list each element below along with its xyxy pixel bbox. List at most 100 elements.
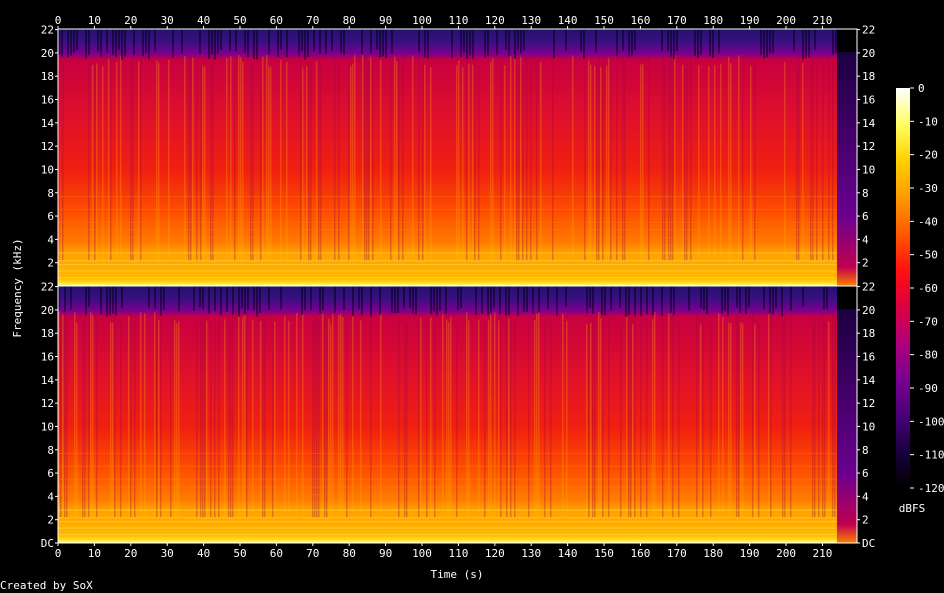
cutoff-band xyxy=(58,29,837,60)
x-tick-label-bottom: 100 xyxy=(412,547,432,560)
y-tick-label-right: DC xyxy=(862,537,875,550)
y-tick-label-right: 16 xyxy=(862,94,875,107)
y-tick-label-right: 12 xyxy=(862,397,875,410)
x-tick-label-bottom: 140 xyxy=(558,547,578,560)
x-tick-label-bottom: 120 xyxy=(485,547,505,560)
y-tick-label-left: 14 xyxy=(41,117,55,130)
y-tick-label-left: 10 xyxy=(41,420,54,433)
colorbar-tick-label: -60 xyxy=(918,282,938,295)
colorbar-label: dBFS xyxy=(899,502,926,515)
y-tick-label-left: 22 xyxy=(41,24,54,37)
colorbar-tick-label: -120 xyxy=(918,482,944,495)
x-tick-label-bottom: 30 xyxy=(161,547,174,560)
x-tick-label-bottom: 180 xyxy=(703,547,723,560)
y-tick-label-right: 16 xyxy=(862,351,875,364)
y-tick-label-left: 2 xyxy=(47,514,54,527)
cutoff-band xyxy=(58,286,828,317)
x-tick-label-bottom: 0 xyxy=(55,547,62,560)
x-tick-label-bottom: 160 xyxy=(630,547,650,560)
x-axis-label: Time (s) xyxy=(431,568,484,581)
y-tick-label-right: 4 xyxy=(862,233,869,246)
x-tick-label-top: 80 xyxy=(343,14,356,27)
x-tick-label-top: 110 xyxy=(448,14,468,27)
x-tick-label-top: 20 xyxy=(124,14,137,27)
y-tick-label-right: 6 xyxy=(862,210,869,223)
y-tick-label-right: 18 xyxy=(862,70,875,83)
x-tick-label-bottom: 70 xyxy=(306,547,319,560)
y-tick-label-left: 14 xyxy=(41,374,55,387)
y-tick-label-left: 12 xyxy=(41,397,54,410)
y-tick-label-right: 2 xyxy=(862,257,869,270)
tail-fade xyxy=(836,52,857,286)
spectrum-fill xyxy=(58,286,837,543)
x-tick-label-top: 120 xyxy=(485,14,505,27)
y-axis-label: Frequency (kHz) xyxy=(11,238,24,337)
x-tick-label-top: 180 xyxy=(703,14,723,27)
x-tick-label-top: 200 xyxy=(776,14,796,27)
y-tick-label-right: 20 xyxy=(862,304,875,317)
x-tick-label-bottom: 10 xyxy=(88,547,101,560)
y-tick-label-left: 8 xyxy=(47,444,54,457)
y-tick-label-right: 10 xyxy=(862,420,875,433)
x-tick-label-bottom: 40 xyxy=(197,547,210,560)
x-tick-label-bottom: 80 xyxy=(343,547,356,560)
y-tick-label-left: 6 xyxy=(47,210,54,223)
texture-stripes xyxy=(58,311,836,518)
x-tick-label-top: 150 xyxy=(594,14,614,27)
panel-frame xyxy=(57,285,858,544)
channel-panel-2 xyxy=(57,285,858,544)
x-tick-label-top: 170 xyxy=(667,14,687,27)
y-tick-label-left: 20 xyxy=(41,47,54,60)
x-tick-label-bottom: 60 xyxy=(270,547,283,560)
x-tick-label-top: 60 xyxy=(270,14,283,27)
spectrogram-panels xyxy=(57,28,858,544)
x-tick-label-bottom: 210 xyxy=(812,547,832,560)
x-tick-label-bottom: 190 xyxy=(740,547,760,560)
colorbar: 0 -10 -20 -30 -40 -50 -60 -70 -80 -90 -100 -110 -120… xyxy=(896,82,944,515)
x-tick-label-top: 210 xyxy=(812,14,832,27)
texture-stripes xyxy=(58,54,834,261)
x-tick-label-bottom: 130 xyxy=(521,547,541,560)
tone-lines xyxy=(58,453,837,536)
y-tick-label-left: 2 xyxy=(47,257,54,270)
y-tick-label-left: 12 xyxy=(41,140,54,153)
x-tick-label-top: 190 xyxy=(740,14,760,27)
y-tick-label-right: 4 xyxy=(862,490,869,503)
y-tick-label-left: 10 xyxy=(41,163,54,176)
x-tick-label-top: 30 xyxy=(161,14,174,27)
footer-text: Created by SoX xyxy=(0,579,93,592)
y-tick-label-left: 20 xyxy=(41,304,54,317)
y-tick-label-left: 16 xyxy=(41,351,54,364)
y-tick-label-left: 4 xyxy=(47,233,54,246)
tail-fade xyxy=(836,309,857,543)
colorbar-tick-label: -40 xyxy=(918,215,938,228)
y-tick-label-right: 8 xyxy=(862,444,869,457)
x-tick-label-top: 100 xyxy=(412,14,432,27)
x-tick-label-top: 160 xyxy=(630,14,650,27)
colorbar-tick-label: -50 xyxy=(918,249,938,262)
colorbar-tick-label: 0 xyxy=(918,82,925,95)
x-tick-label-bottom: 200 xyxy=(776,547,796,560)
x-tick-label-bottom: 150 xyxy=(594,547,614,560)
colorbar-tick-label: -10 xyxy=(918,115,938,128)
tone-lines xyxy=(58,196,837,279)
colorbar-tick-label: -90 xyxy=(918,382,938,395)
y-tick-label-right: 22 xyxy=(862,281,875,294)
colorbar-tick-label: -20 xyxy=(918,149,938,162)
y-tick-label-left: 4 xyxy=(47,490,54,503)
x-tick-label-top: 10 xyxy=(88,14,101,27)
y-tick-label-right: 14 xyxy=(862,374,876,387)
y-ticks-right: 2 4 6 8 10 12 14 16 18 20 22 DC 2 4 6 8 10 12 14 16 18 20 22 xyxy=(857,24,876,550)
y-ticks-left: 2 4 6 8 10 12 14 16 18 20 22 DC 2 4 6 8 10 12 14 16 18 20 22 xyxy=(41,24,58,550)
colorbar-tick-label: -30 xyxy=(918,182,938,195)
channel-panel-1 xyxy=(57,28,858,287)
y-tick-label-right: 14 xyxy=(862,117,876,130)
colorbar-tick-label: -100 xyxy=(918,415,944,428)
x-ticks-top: 0 10 20 30 40 50 60 70 80 90 100 110 120 130 140 150 160… xyxy=(55,14,832,29)
colorbar-ticks: 0 -10 -20 -30 -40 -50 -60 -70 -80 -90 -100 -110 -120 xyxy=(910,82,944,495)
colorbar-tick-label: -80 xyxy=(918,349,938,362)
y-tick-label-right: 22 xyxy=(862,24,875,37)
x-tick-label-top: 140 xyxy=(558,14,578,27)
y-tick-label-right: 18 xyxy=(862,327,875,340)
